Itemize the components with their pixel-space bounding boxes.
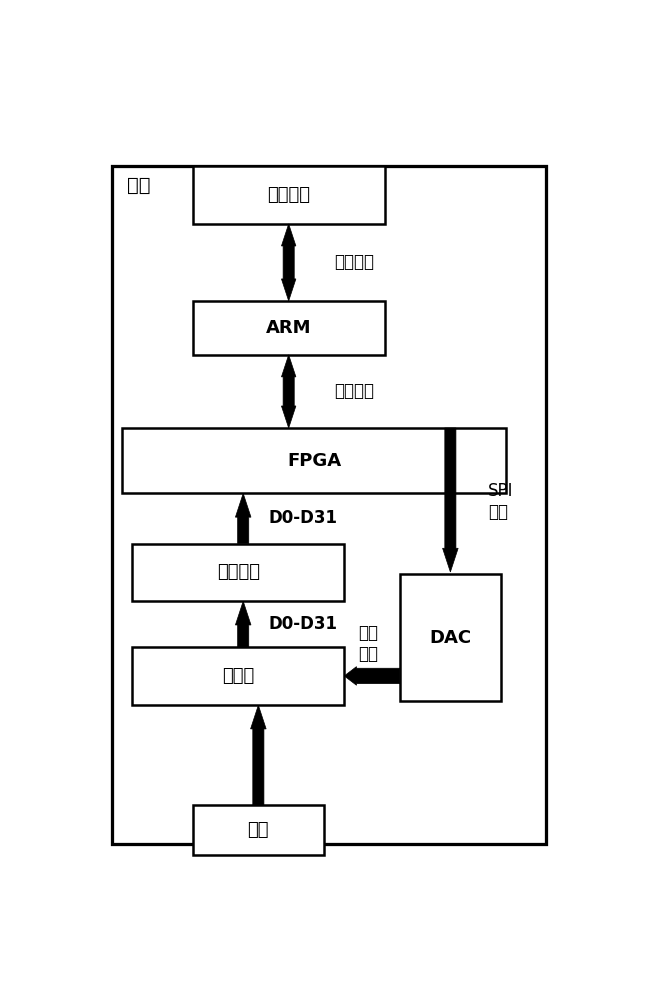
Bar — [112, 166, 546, 844]
Text: 主板: 主板 — [127, 176, 151, 195]
Text: 探头: 探头 — [248, 821, 269, 839]
Text: 门限
电平: 门限 电平 — [359, 624, 379, 663]
Text: D0-D31: D0-D31 — [269, 509, 338, 527]
Polygon shape — [282, 224, 296, 301]
Polygon shape — [235, 601, 251, 647]
Bar — [400, 574, 501, 701]
Text: DAC: DAC — [429, 629, 471, 647]
Text: FPGA: FPGA — [287, 452, 341, 470]
Bar — [193, 805, 324, 855]
Text: D0-D31: D0-D31 — [269, 615, 338, 633]
Bar — [122, 428, 506, 493]
Bar — [132, 647, 344, 705]
Text: 接口数据: 接口数据 — [334, 253, 374, 271]
Polygon shape — [282, 355, 296, 428]
Polygon shape — [250, 705, 266, 805]
Bar — [193, 301, 385, 355]
Polygon shape — [344, 667, 400, 685]
Polygon shape — [235, 493, 251, 544]
Text: 电平转换: 电平转换 — [216, 563, 259, 581]
Text: SPI
总线: SPI 总线 — [488, 482, 514, 521]
Text: 外部接口: 外部接口 — [267, 186, 310, 204]
Bar — [193, 166, 385, 224]
Text: ARM: ARM — [266, 319, 312, 337]
Text: 比较器: 比较器 — [222, 667, 254, 685]
Text: 本地总线: 本地总线 — [334, 382, 374, 400]
Bar — [132, 544, 344, 601]
Polygon shape — [443, 428, 458, 572]
